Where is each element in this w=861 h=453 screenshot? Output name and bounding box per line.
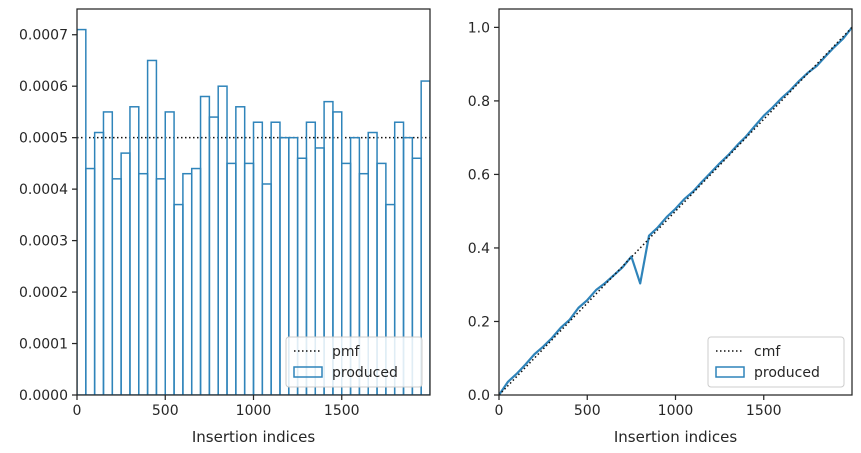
cmf-legend-produced-label: produced xyxy=(754,365,820,381)
pmf-legend-produced-label: produced xyxy=(332,365,398,381)
cmf-x-axis-label: Insertion indices xyxy=(614,428,737,446)
pmf-y-tick-label: 0.0006 xyxy=(19,79,68,95)
pmf-x-axis-ticks: 0 500 1000 1500 xyxy=(73,395,360,419)
pmf-x-tick-label: 1500 xyxy=(324,403,360,419)
cmf-y-tick-label: 0.2 xyxy=(468,314,490,330)
cmf-x-tick-label: 500 xyxy=(574,403,601,419)
pmf-x-tick-label: 500 xyxy=(152,403,179,419)
pmf-histogram-panel: 0 500 1000 1500 0.00000.00010.00020.00030.0… xyxy=(19,8,431,446)
cmf-y-axis-ticks: 0.0 0.2 0.4 0.6 0.8 1.0 xyxy=(468,20,499,404)
pmf-legend-reference-label: pmf xyxy=(332,344,361,360)
cmf-y-tick-label: 0.4 xyxy=(468,241,490,257)
pmf-x-tick-label: 0 xyxy=(73,403,82,419)
pmf-x-axis-label: Insertion indices xyxy=(192,428,315,446)
cmf-legend-produced-swatch xyxy=(715,366,745,378)
pmf-y-tick-label: 0.0002 xyxy=(19,285,68,301)
cmf-x-axis-ticks: 0 500 1000 1500 xyxy=(495,395,782,419)
pmf-y-tick-label: 0.0000 xyxy=(19,388,68,404)
cmf-legend: cmf produced xyxy=(707,336,845,388)
cmf-x-tick-label: 1000 xyxy=(658,403,694,419)
pmf-y-tick-label: 0.0007 xyxy=(19,28,68,44)
produced-cmf-line xyxy=(499,26,852,395)
pmf-y-axis-ticks: 0.0000 0.0001 0.0002 0.0003 0.0004 0.0005 0.00… xyxy=(19,28,77,404)
pmf-legend-produced-swatch xyxy=(293,366,323,378)
pmf-legend-box xyxy=(285,336,423,388)
cmf-x-tick-label: 0 xyxy=(495,403,504,419)
cmf-y-tick-label: 0.8 xyxy=(468,94,490,110)
cmf-y-tick-label: 0.6 xyxy=(468,167,490,183)
cmf-reference-line xyxy=(499,26,852,395)
pmf-plot-frame xyxy=(76,8,431,396)
cmf-legend-box xyxy=(707,336,845,388)
pmf-y-tick-label: 0.0005 xyxy=(19,131,68,147)
pmf-x-tick-label: 1000 xyxy=(236,403,272,419)
cmf-legend-reference-label: cmf xyxy=(754,344,781,360)
pmf-y-tick-label: 0.0004 xyxy=(19,182,68,198)
cmf-line-marks xyxy=(499,26,852,395)
cmf-y-tick-label: 0.0 xyxy=(468,388,490,404)
cmf-plot-panel: 0 500 1000 1500 0.0 0.2 0.4 0.6 0.8 1.0 Insertio… xyxy=(468,8,853,446)
cmf-plot-frame xyxy=(498,8,853,396)
cmf-y-tick-label: 1.0 xyxy=(468,20,490,36)
pmf-legend: pmf produced xyxy=(285,336,423,388)
pmf-y-tick-label: 0.0001 xyxy=(19,337,68,353)
pmf-y-tick-label: 0.0003 xyxy=(19,234,68,250)
cmf-x-tick-label: 1500 xyxy=(746,403,782,419)
